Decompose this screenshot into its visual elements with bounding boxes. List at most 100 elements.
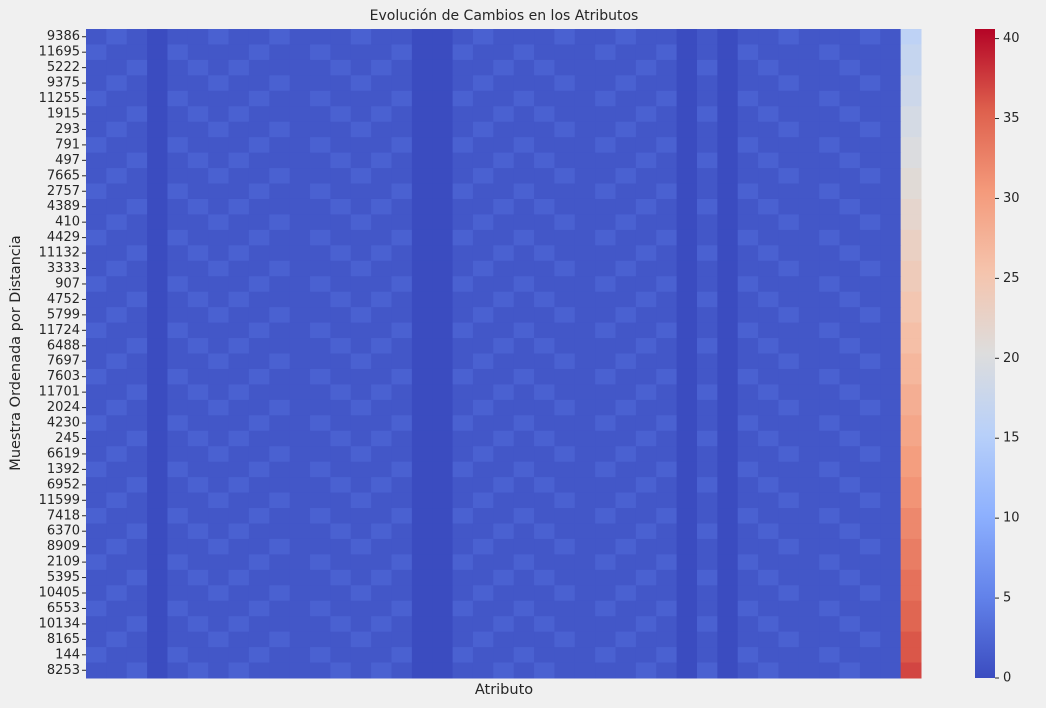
- heatmap-cell: [819, 538, 841, 555]
- heatmap-cell: [554, 75, 576, 92]
- heatmap-cell: [676, 75, 698, 92]
- y-tick-label: 4389: [47, 199, 80, 214]
- heatmap-cell: [310, 183, 331, 200]
- heatmap-cell: [778, 276, 800, 293]
- heatmap-cell: [798, 384, 820, 401]
- heatmap-cell: [717, 662, 739, 679]
- heatmap-cell: [534, 492, 555, 509]
- heatmap-cell: [798, 322, 820, 339]
- heatmap-cell: [452, 44, 474, 61]
- heatmap-cell: [208, 121, 230, 138]
- heatmap-cell: [452, 152, 474, 169]
- heatmap-cell: [819, 276, 841, 293]
- heatmap-cell: [737, 291, 759, 308]
- heatmap-cell: [310, 75, 331, 92]
- heatmap-cell: [208, 29, 230, 45]
- heatmap-cell: [554, 59, 576, 76]
- heatmap-cell: [248, 508, 270, 524]
- heatmap-cell: [452, 214, 474, 231]
- heatmap-cell: [371, 616, 392, 633]
- heatmap-cell: [696, 477, 718, 494]
- heatmap-cell: [432, 461, 454, 478]
- heatmap-cell: [737, 137, 759, 154]
- heatmap-cell: [86, 198, 107, 215]
- heatmap-cell: [819, 322, 841, 339]
- heatmap-cell: [615, 508, 637, 524]
- heatmap-cell: [187, 198, 209, 215]
- heatmap-cell: [615, 137, 637, 154]
- heatmap-cell: [86, 569, 107, 586]
- heatmap-cell: [228, 384, 250, 401]
- heatmap-cell: [696, 538, 718, 555]
- heatmap-cell: [737, 508, 759, 524]
- heatmap-cell: [411, 415, 433, 432]
- heatmap-cell: [635, 214, 657, 231]
- heatmap-cell: [248, 415, 270, 432]
- heatmap-cell: [778, 44, 800, 61]
- heatmap-cell: [839, 477, 861, 494]
- heatmap-cell: [635, 260, 657, 277]
- heatmap-cell: [228, 338, 250, 354]
- heatmap-cell: [778, 214, 800, 231]
- heatmap-cell: [106, 307, 128, 324]
- heatmap-cell: [574, 492, 596, 509]
- heatmap-cell: [350, 600, 372, 617]
- heatmap-cell: [187, 415, 209, 432]
- heatmap-cell: [452, 59, 474, 76]
- heatmap-cell: [778, 446, 800, 463]
- heatmap-cell: [167, 662, 189, 679]
- heatmap-cell: [147, 152, 168, 169]
- heatmap-cell: [819, 121, 841, 138]
- heatmap-cell: [615, 585, 637, 602]
- heatmap-cell: [859, 384, 881, 401]
- heatmap-cell: [432, 260, 454, 277]
- heatmap-cell: [248, 399, 270, 416]
- heatmap-cell: [269, 183, 291, 200]
- heatmap-cell: [595, 168, 617, 185]
- heatmap-cell: [269, 137, 291, 154]
- heatmap-cell: [391, 399, 413, 416]
- heatmap-cell: [798, 569, 820, 586]
- heatmap-cell: [86, 446, 107, 463]
- heatmap-cell: [493, 616, 515, 633]
- heatmap-cell: [798, 446, 820, 463]
- heatmap-cell: [595, 59, 617, 76]
- heatmap-cell: [676, 183, 698, 200]
- heatmap-cell: [880, 168, 902, 185]
- heatmap-cell: [737, 29, 759, 45]
- heatmap-cell: [717, 538, 739, 555]
- heatmap-cell: [900, 538, 922, 555]
- heatmap-cell: [839, 538, 861, 555]
- heatmap-cell: [880, 446, 902, 463]
- heatmap-cell: [819, 90, 841, 107]
- heatmap-cell: [859, 245, 881, 262]
- y-tick-label: 10405: [39, 586, 80, 601]
- heatmap-cell: [106, 554, 128, 571]
- heatmap-cell: [391, 523, 413, 540]
- heatmap-cell: [228, 368, 250, 385]
- heatmap-cell: [758, 446, 779, 463]
- heatmap-cell: [595, 183, 617, 200]
- heatmap-cell: [106, 59, 128, 76]
- heatmap-cell: [126, 569, 148, 586]
- heatmap-cell: [696, 368, 718, 385]
- heatmap-cell: [534, 44, 555, 61]
- heatmap-cell: [371, 90, 392, 107]
- heatmap-cell: [106, 631, 128, 648]
- heatmap-cell: [534, 307, 555, 324]
- heatmap-cell: [391, 446, 413, 463]
- heatmap-cell: [432, 29, 454, 45]
- heatmap-cell: [228, 353, 250, 370]
- heatmap-cell: [493, 90, 515, 107]
- heatmap-cell: [452, 415, 474, 432]
- heatmap-cell: [187, 137, 209, 154]
- heatmap-cell: [696, 523, 718, 540]
- heatmap-cell: [493, 569, 515, 586]
- heatmap-cell: [493, 508, 515, 524]
- heatmap-cell: [391, 585, 413, 602]
- heatmap-cell: [371, 492, 392, 509]
- heatmap-cell: [859, 631, 881, 648]
- heatmap-cell: [758, 616, 779, 633]
- heatmap-cell: [126, 368, 148, 385]
- heatmap-cell: [432, 59, 454, 76]
